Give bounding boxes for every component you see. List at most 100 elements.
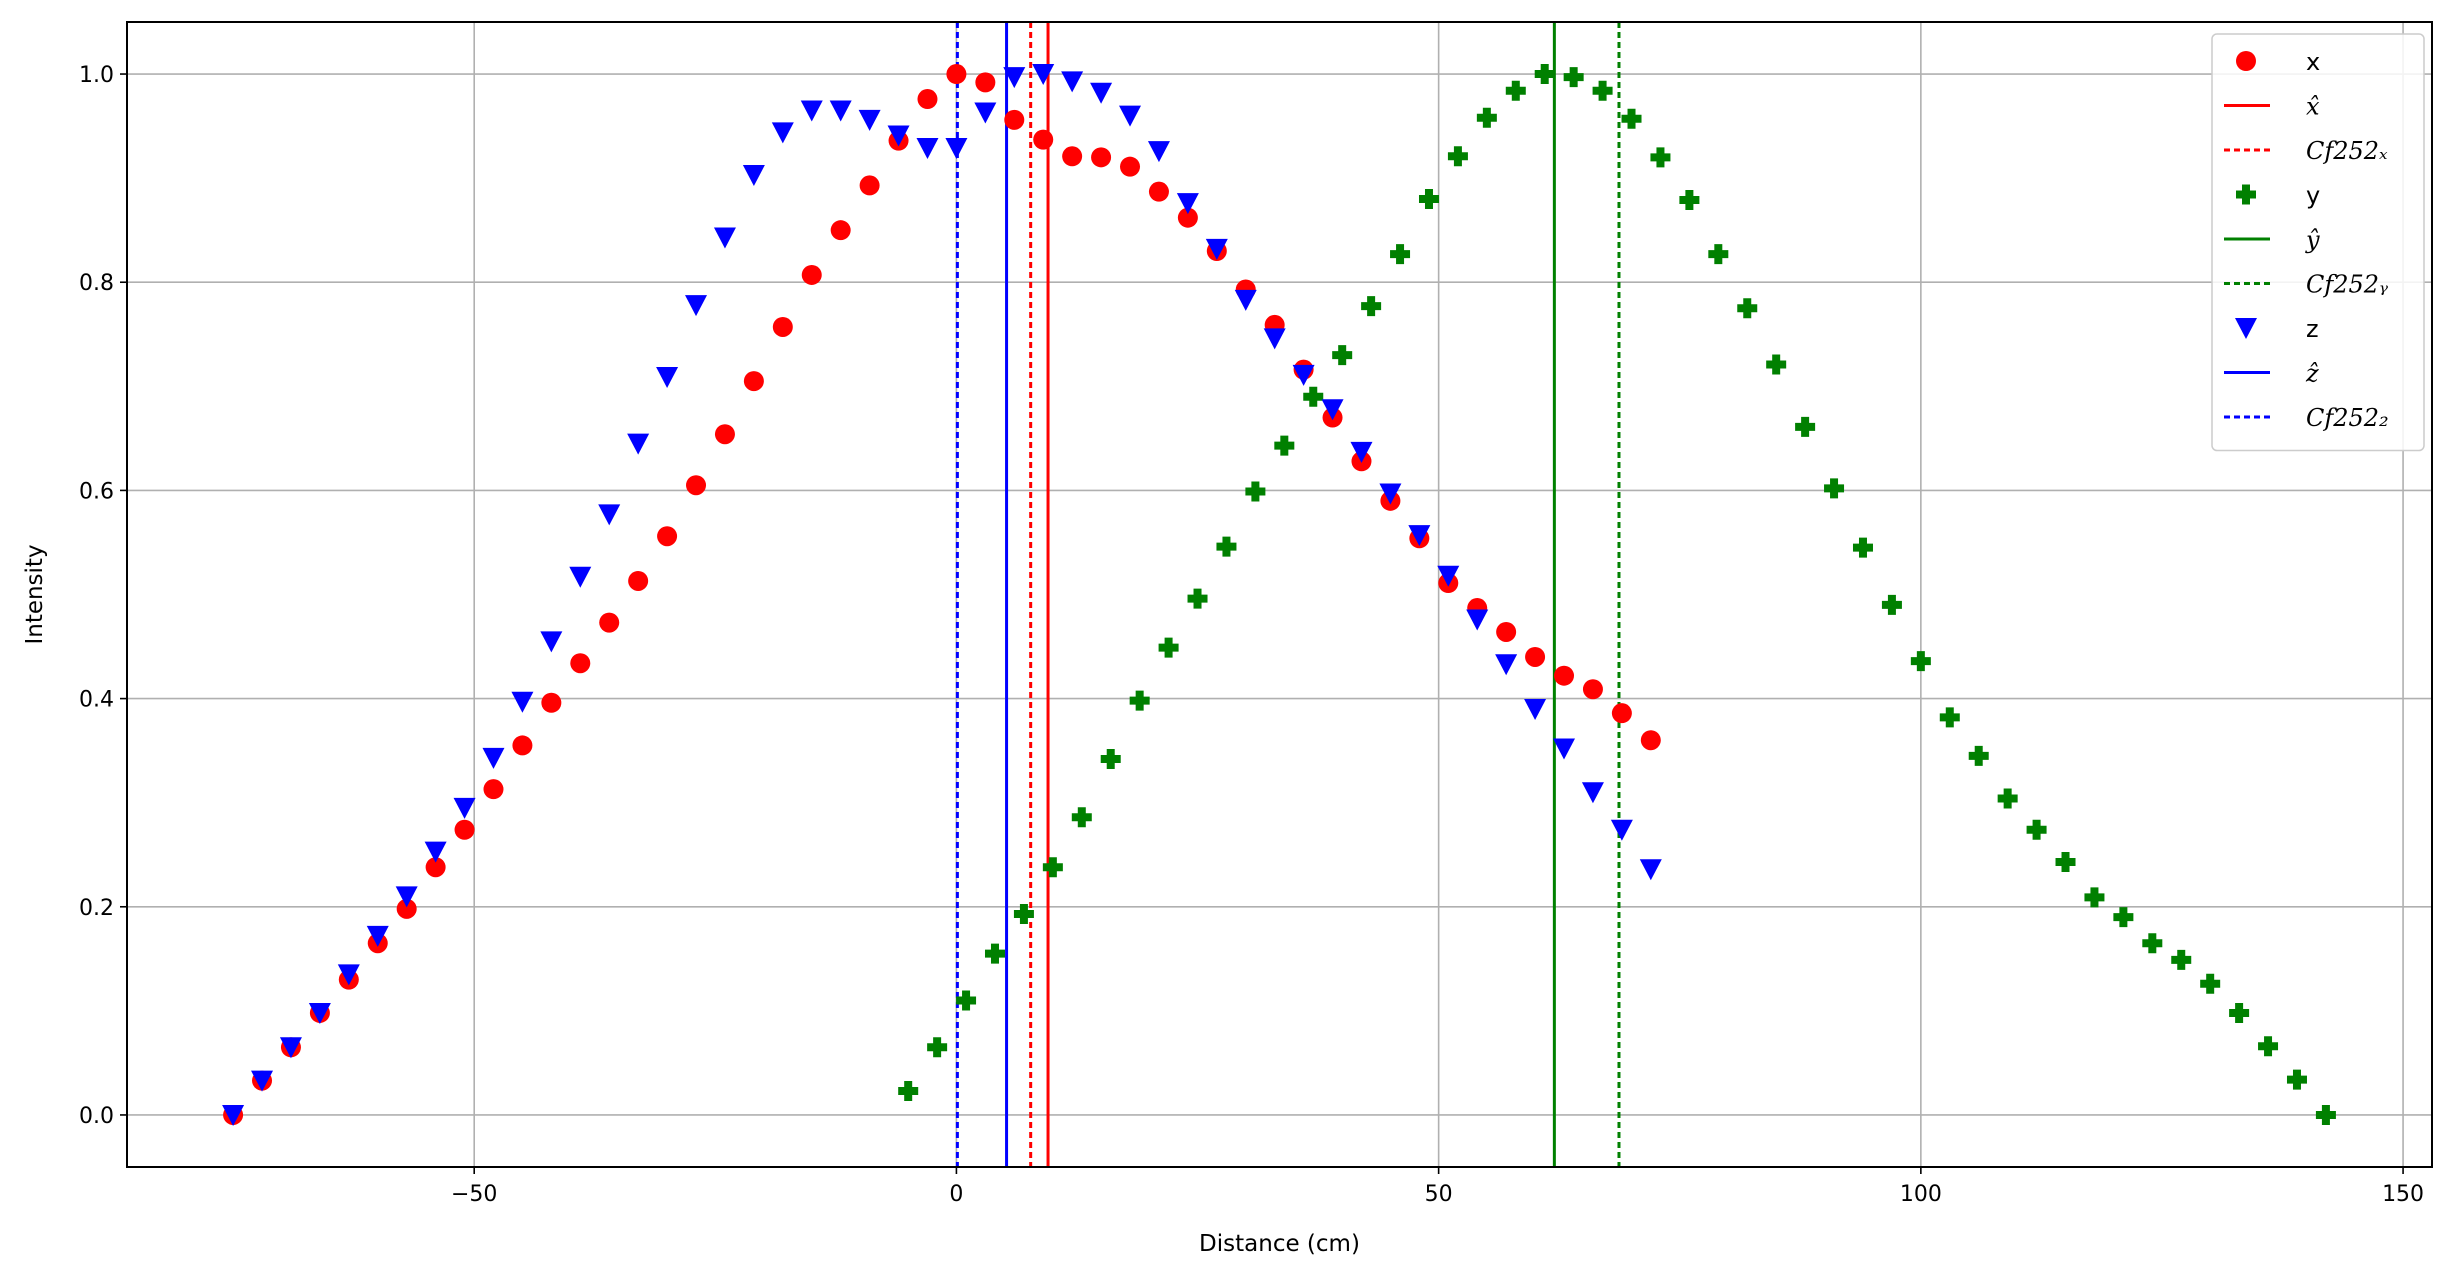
data-point-x — [1033, 129, 1054, 150]
data-point-y — [2142, 933, 2163, 954]
data-point-z — [424, 841, 447, 863]
data-point-z — [1263, 328, 1286, 350]
data-point-x — [570, 653, 591, 674]
data-point-z — [829, 100, 852, 122]
data-point-z — [858, 109, 881, 131]
data-point-z — [1147, 141, 1170, 163]
legend-label: ŷ — [2305, 226, 2320, 254]
data-point-y — [1129, 690, 1150, 711]
data-point-y — [2286, 1069, 2307, 1090]
legend-label: Cf252ᵧ — [2306, 271, 2388, 299]
series-z — [222, 64, 1662, 1126]
data-point-x — [830, 220, 851, 241]
data-point-z — [1581, 782, 1604, 804]
data-point-z — [251, 1070, 274, 1092]
legend-marker-x — [2236, 51, 2256, 71]
data-point-y — [1100, 748, 1121, 769]
data-point-y — [1968, 745, 1989, 766]
data-point-x — [454, 819, 475, 840]
data-point-z — [1205, 238, 1228, 260]
data-point-z — [1524, 699, 1547, 720]
data-point-z — [366, 925, 389, 947]
x-tick-label: 150 — [2382, 1182, 2424, 1207]
data-point-y — [1708, 244, 1729, 265]
data-point-y — [898, 1081, 919, 1102]
x-tick-label: 0 — [949, 1182, 963, 1207]
series-y — [898, 64, 2336, 1125]
data-point-y — [1939, 707, 1960, 728]
data-point-x — [483, 779, 504, 800]
data-point-z — [337, 964, 360, 986]
data-point-x — [1640, 730, 1661, 751]
y-tick-label: 0.2 — [79, 896, 114, 921]
data-point-y — [1997, 788, 2018, 809]
data-point-y — [1303, 386, 1324, 407]
x-axis-label: Distance (cm) — [1199, 1231, 1360, 1257]
data-point-y — [1274, 435, 1295, 456]
data-point-z — [569, 566, 592, 588]
data-point-y — [1158, 637, 1179, 658]
data-point-x — [1582, 679, 1603, 700]
data-point-z — [511, 691, 534, 713]
data-point-z — [1061, 71, 1084, 93]
data-point-y — [1245, 481, 1266, 502]
data-point-y — [1042, 857, 1063, 878]
data-point-z — [685, 295, 708, 317]
data-point-z — [1610, 819, 1633, 841]
data-point-x — [1004, 109, 1025, 130]
data-point-z — [742, 165, 765, 187]
data-point-y — [1563, 67, 1584, 88]
data-point-z — [627, 433, 650, 455]
data-point-z — [279, 1037, 302, 1059]
x-tick-label: −50 — [451, 1182, 497, 1207]
data-point-z — [1176, 193, 1199, 215]
legend-label: x̂ — [2306, 93, 2320, 121]
data-point-y — [1534, 64, 1555, 85]
data-point-z — [1639, 859, 1662, 881]
data-point-x — [975, 72, 996, 93]
data-point-z — [656, 366, 679, 388]
y-tick-label: 1.0 — [79, 63, 114, 88]
data-point-y — [1737, 298, 1758, 319]
data-point-z — [1292, 364, 1315, 386]
legend-label: ẑ — [2305, 360, 2319, 388]
data-point-y — [1216, 536, 1237, 557]
data-point-y — [2026, 819, 2047, 840]
data-point-y — [1910, 651, 1931, 672]
data-point-y — [1361, 296, 1382, 317]
data-point-z — [1350, 441, 1373, 463]
legend-label: y — [2306, 182, 2320, 210]
data-point-x — [512, 735, 533, 756]
data-point-y — [984, 943, 1005, 964]
data-point-y — [2258, 1036, 2279, 1057]
data-point-y — [1824, 478, 1845, 499]
data-point-z — [482, 747, 505, 769]
data-point-y — [2315, 1104, 2336, 1125]
data-point-y — [1852, 537, 1873, 558]
data-point-x — [425, 857, 446, 878]
data-point-y — [2055, 852, 2076, 873]
y-axis-label: Intensity — [22, 544, 48, 644]
data-point-y — [927, 1037, 948, 1058]
x-tick-label: 100 — [1900, 1182, 1942, 1207]
data-point-z — [1119, 105, 1142, 127]
data-point-x — [396, 898, 417, 919]
data-point-z — [540, 631, 563, 653]
data-point-x — [772, 316, 793, 337]
data-point-y — [2229, 1002, 2250, 1023]
data-point-x — [1148, 181, 1169, 202]
data-point-z — [395, 886, 418, 908]
data-point-y — [1476, 107, 1497, 128]
vertical-lines — [955, 22, 1621, 1167]
data-point-x — [859, 175, 880, 196]
data-point-z — [1437, 565, 1460, 587]
data-point-y — [2113, 907, 2134, 928]
data-point-z — [598, 504, 621, 526]
data-point-z — [1553, 738, 1576, 760]
data-point-x — [1177, 207, 1198, 228]
data-point-z — [1321, 399, 1344, 421]
plot-frame — [126, 21, 2433, 1168]
data-point-z — [1234, 289, 1257, 311]
data-point-z — [1495, 654, 1518, 676]
